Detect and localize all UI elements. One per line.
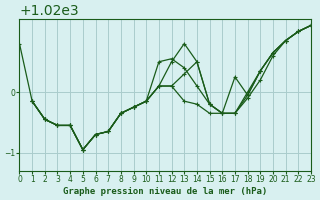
X-axis label: Graphe pression niveau de la mer (hPa): Graphe pression niveau de la mer (hPa) — [63, 187, 268, 196]
